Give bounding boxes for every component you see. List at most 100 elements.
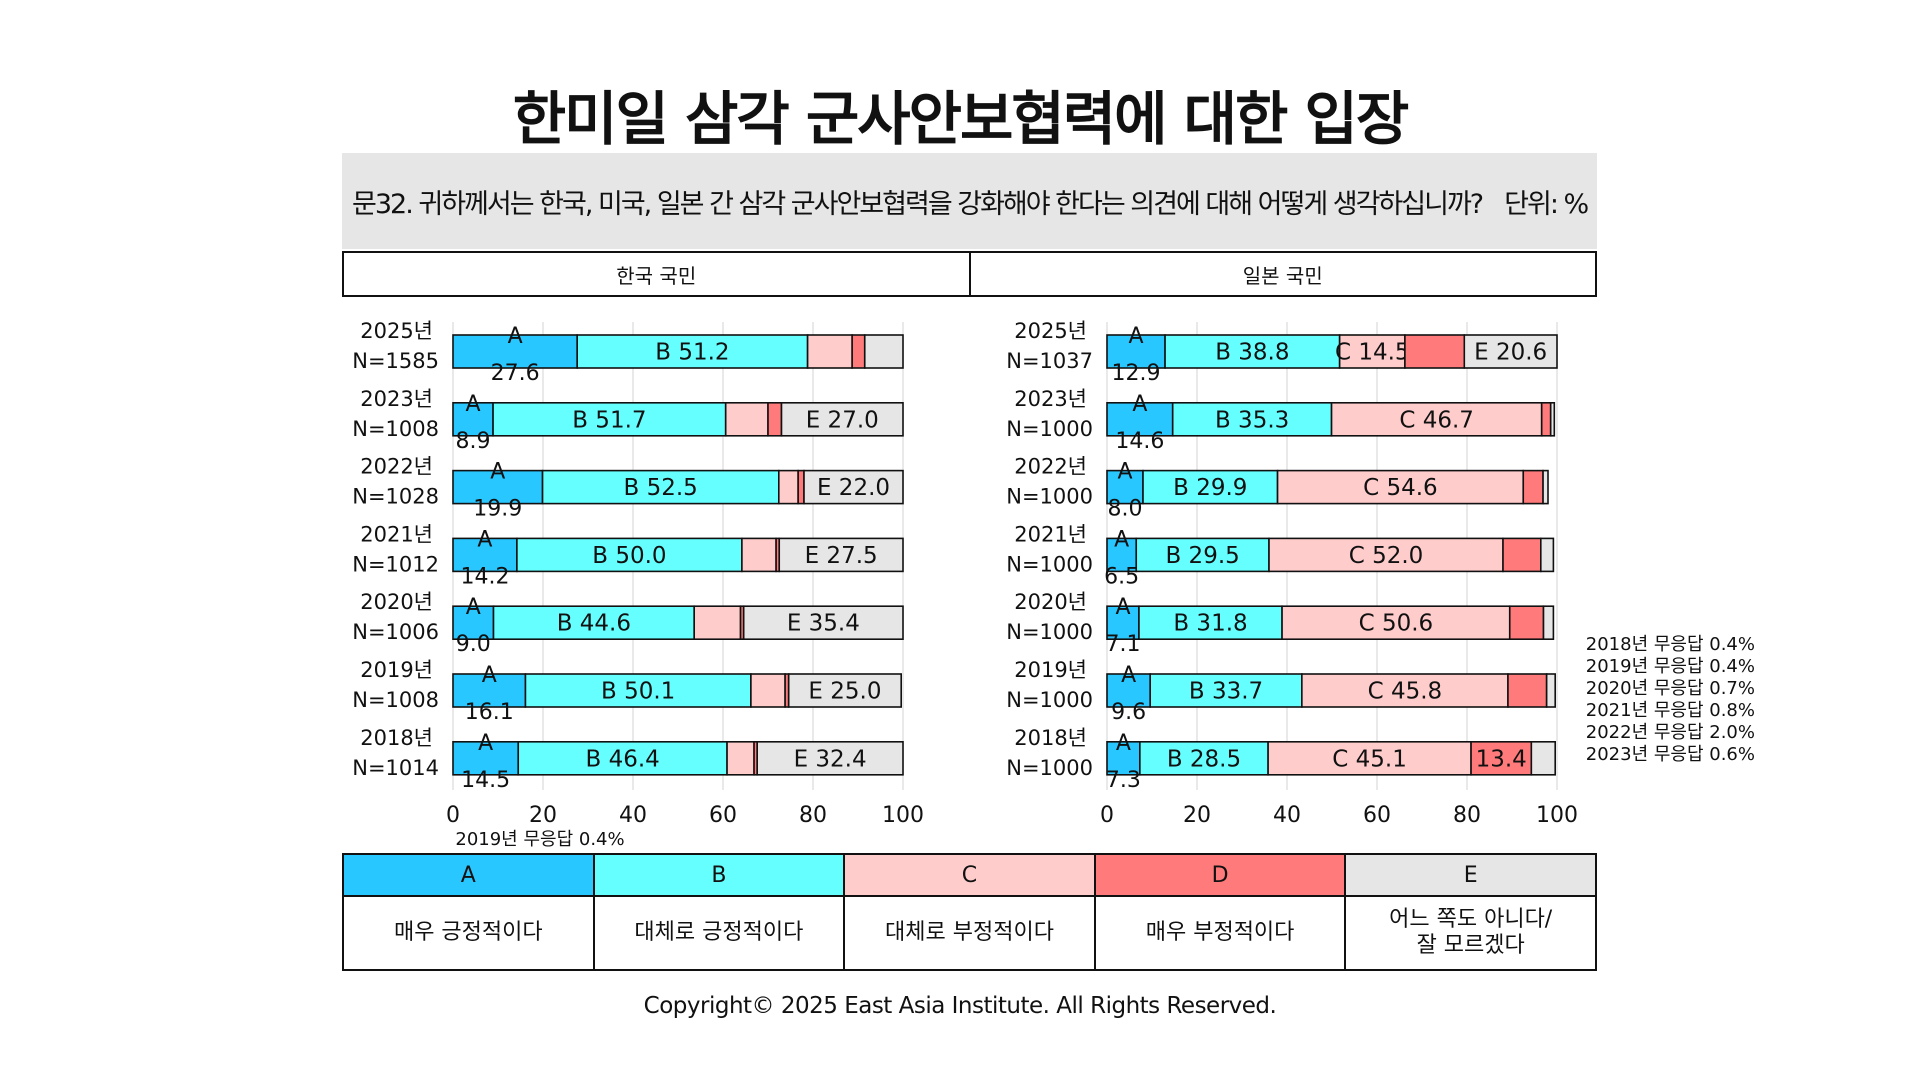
jp-data-label-a-value: 7.3	[1106, 768, 1141, 793]
jp-data-label-b: B 31.8	[1173, 611, 1247, 637]
kr-data-label-a-value: 14.2	[460, 564, 509, 589]
kr-data-label-a-value: 9.0	[456, 632, 491, 657]
kr-x-tick-label: 0	[446, 803, 460, 828]
kr-bar-d	[851, 334, 866, 369]
jp-data-label-c: C 45.8	[1368, 679, 1443, 705]
jp-n-label: N=1037	[1006, 349, 1093, 373]
kr-data-label-b: B 51.7	[572, 407, 646, 433]
jp-bar-e	[1542, 469, 1549, 505]
jp-data-label-a-code: A	[1116, 731, 1131, 756]
jp-bar-d	[1508, 605, 1545, 641]
jp-bar-c	[1276, 469, 1525, 505]
jp-nonresponse-note: 2021년 무응답 0.8%	[1586, 700, 1755, 721]
kr-data-label-a-value: 19.9	[473, 497, 522, 522]
kr-year-label: 2020년	[360, 590, 433, 614]
kr-bar-e	[778, 537, 904, 573]
legend-desc-d: 매우 부정적이다	[1093, 895, 1347, 971]
jp-bar-e	[1540, 537, 1555, 573]
kr-n-label: N=1585	[352, 349, 439, 373]
kr-bar-b	[492, 605, 695, 641]
jp-nonresponse-note: 2023년 무응답 0.6%	[1586, 744, 1755, 765]
jp-nonresponse-note: 2018년 무응답 0.4%	[1586, 634, 1755, 655]
kr-data-label-a-value: 27.6	[491, 361, 540, 386]
panel-header-row: 한국 국민 일본 국민	[342, 251, 1597, 297]
jp-nonresponse-note: 2019년 무응답 0.4%	[1586, 656, 1755, 677]
jp-data-label-b: B 38.8	[1215, 340, 1289, 366]
question-box: 문32. 귀하께서는 한국, 미국, 일본 간 삼각 군사안보협력을 강화해야 …	[342, 153, 1597, 249]
jp-data-label-e: E 20.6	[1474, 340, 1547, 366]
kr-bar-e	[787, 673, 903, 708]
jp-year-label: 2019년	[1014, 658, 1087, 682]
jp-data-label-a-value: 14.6	[1115, 429, 1164, 454]
kr-n-label: N=1028	[352, 485, 439, 509]
kr-bar-c	[750, 673, 786, 708]
kr-bar-d	[767, 401, 783, 437]
jp-bar-e	[1463, 334, 1558, 369]
kr-data-label-e: E 27.5	[805, 543, 878, 569]
jp-bar-e	[1549, 401, 1556, 437]
jp-data-label-b: B 33.7	[1189, 679, 1263, 705]
jp-n-label: N=1000	[1006, 756, 1093, 780]
kr-bar-e	[756, 740, 904, 776]
jp-data-label-b: B 35.3	[1215, 407, 1289, 433]
jp-bar-c	[1281, 605, 1511, 641]
kr-data-label-b: B 50.0	[592, 543, 666, 569]
jp-bar-b	[1135, 537, 1270, 573]
jp-bar-d	[1404, 334, 1466, 369]
jp-bar-e	[1530, 740, 1556, 776]
kr-bar-b	[516, 537, 743, 573]
jp-n-label: N=1000	[1006, 417, 1093, 441]
jp-bar-c	[1268, 537, 1504, 573]
jp-data-label-a-value: 7.1	[1105, 632, 1140, 657]
kr-n-label: N=1008	[352, 417, 439, 441]
kr-bar-a	[452, 740, 520, 776]
jp-bar-d	[1522, 469, 1544, 505]
kr-n-label: N=1012	[352, 552, 439, 576]
jp-data-label-a-code: A	[1132, 392, 1147, 417]
jp-data-label-a-value: 8.0	[1108, 497, 1143, 522]
kr-bar-c	[693, 605, 742, 641]
kr-x-tick-label: 100	[882, 803, 924, 828]
kr-data-label-e: E 35.4	[787, 611, 860, 637]
kr-data-label-a-code: A	[482, 663, 497, 688]
kr-data-label-e: E 22.0	[817, 475, 890, 501]
copyright: Copyright© 2025 East Asia Institute. All…	[643, 993, 1277, 1019]
legend-code-a: A	[342, 853, 595, 897]
panel-header-japan: 일본 국민	[968, 253, 1596, 295]
jp-bar-e	[1545, 673, 1557, 708]
jp-bar-b	[1139, 740, 1269, 776]
legend-desc-c: 대체로 부정적이다	[843, 895, 1096, 971]
jp-n-label: N=1000	[1006, 620, 1093, 644]
legend-desc-b: 대체로 긍정적이다	[592, 895, 846, 971]
kr-bar-a	[452, 537, 518, 573]
jp-n-label: N=1000	[1006, 688, 1093, 712]
jp-x-tick-label: 20	[1183, 803, 1211, 828]
kr-bar-a	[452, 334, 578, 369]
kr-bar-b	[524, 673, 752, 708]
jp-data-label-b: B 29.9	[1173, 475, 1247, 501]
jp-year-label: 2025년	[1014, 319, 1087, 343]
kr-bar-c	[726, 740, 755, 776]
legend-desc-row: 매우 긍정적이다 대체로 긍정적이다 대체로 부정적이다 매우 부정적이다 어느…	[342, 895, 1597, 971]
jp-year-label: 2018년	[1014, 726, 1087, 750]
legend-desc-a: 매우 긍정적이다	[342, 895, 595, 971]
kr-bar-a	[452, 469, 544, 505]
jp-bar-d	[1470, 740, 1533, 776]
kr-bar-e	[780, 401, 904, 437]
jp-bar-a	[1106, 605, 1140, 641]
jp-bar-d	[1540, 401, 1552, 437]
kr-x-tick-label: 40	[619, 803, 647, 828]
kr-bar-c	[724, 401, 769, 437]
kr-bar-c	[777, 469, 799, 505]
jp-data-label-a-code: A	[1121, 663, 1136, 688]
kr-data-label-a-code: A	[477, 527, 492, 552]
kr-data-label-e: E 25.0	[808, 679, 881, 705]
kr-x-tick-label: 20	[529, 803, 557, 828]
kr-data-label-a-code: A	[465, 392, 480, 417]
kr-data-label-b: B 46.4	[585, 746, 659, 772]
kr-data-label-a-value: 14.5	[461, 768, 510, 793]
kr-bar-e	[863, 334, 904, 369]
kr-x-tick-label: 60	[709, 803, 737, 828]
jp-data-label-c: C 45.1	[1332, 746, 1407, 772]
